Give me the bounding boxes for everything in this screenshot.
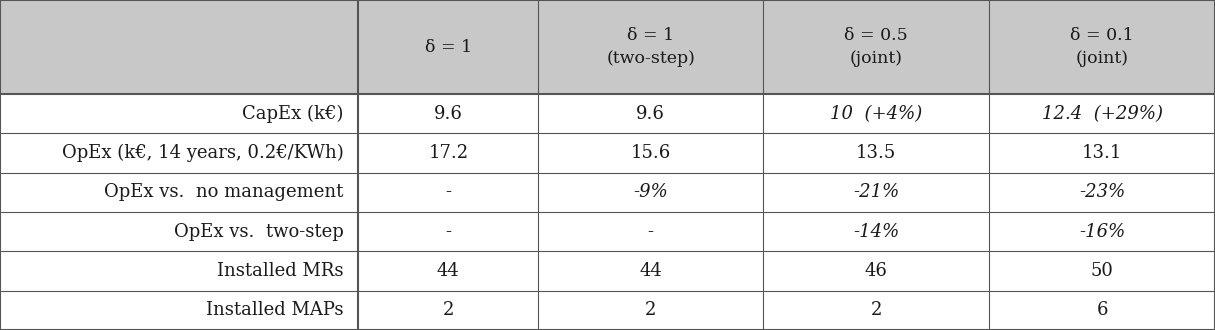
Text: 44: 44	[639, 262, 662, 280]
Text: 2: 2	[442, 301, 454, 319]
Text: 50: 50	[1091, 262, 1113, 280]
Text: δ = 0.5
(joint): δ = 0.5 (joint)	[844, 27, 908, 67]
Text: 2: 2	[870, 301, 882, 319]
Text: -: -	[446, 223, 451, 241]
Text: δ = 0.1
(joint): δ = 0.1 (joint)	[1070, 27, 1134, 67]
Text: -23%: -23%	[1079, 183, 1125, 201]
Text: 13.5: 13.5	[855, 144, 897, 162]
Text: 13.1: 13.1	[1081, 144, 1123, 162]
Text: OpEx (k€, 14 years, 0.2€/KWh): OpEx (k€, 14 years, 0.2€/KWh)	[62, 144, 344, 162]
Text: -16%: -16%	[1079, 223, 1125, 241]
Text: δ = 1
(two-step): δ = 1 (two-step)	[606, 27, 695, 67]
Text: OpEx vs.  two-step: OpEx vs. two-step	[174, 223, 344, 241]
Text: -9%: -9%	[633, 183, 668, 201]
Text: 12.4  (+29%): 12.4 (+29%)	[1041, 105, 1163, 123]
Text: 44: 44	[437, 262, 459, 280]
Text: -14%: -14%	[853, 223, 899, 241]
Text: 17.2: 17.2	[428, 144, 469, 162]
Text: -21%: -21%	[853, 183, 899, 201]
Text: 9.6: 9.6	[434, 105, 463, 123]
Text: CapEx (k€): CapEx (k€)	[243, 105, 344, 123]
Text: -: -	[446, 183, 451, 201]
Text: OpEx vs.  no management: OpEx vs. no management	[104, 183, 344, 201]
Text: Installed MRs: Installed MRs	[217, 262, 344, 280]
Text: δ = 1: δ = 1	[425, 39, 471, 55]
Text: 9.6: 9.6	[637, 105, 665, 123]
Text: Installed MAPs: Installed MAPs	[207, 301, 344, 319]
Text: 6: 6	[1096, 301, 1108, 319]
Text: 10  (+4%): 10 (+4%)	[830, 105, 922, 123]
Text: -: -	[648, 223, 654, 241]
Text: 15.6: 15.6	[631, 144, 671, 162]
Text: 2: 2	[645, 301, 656, 319]
Text: 46: 46	[865, 262, 887, 280]
